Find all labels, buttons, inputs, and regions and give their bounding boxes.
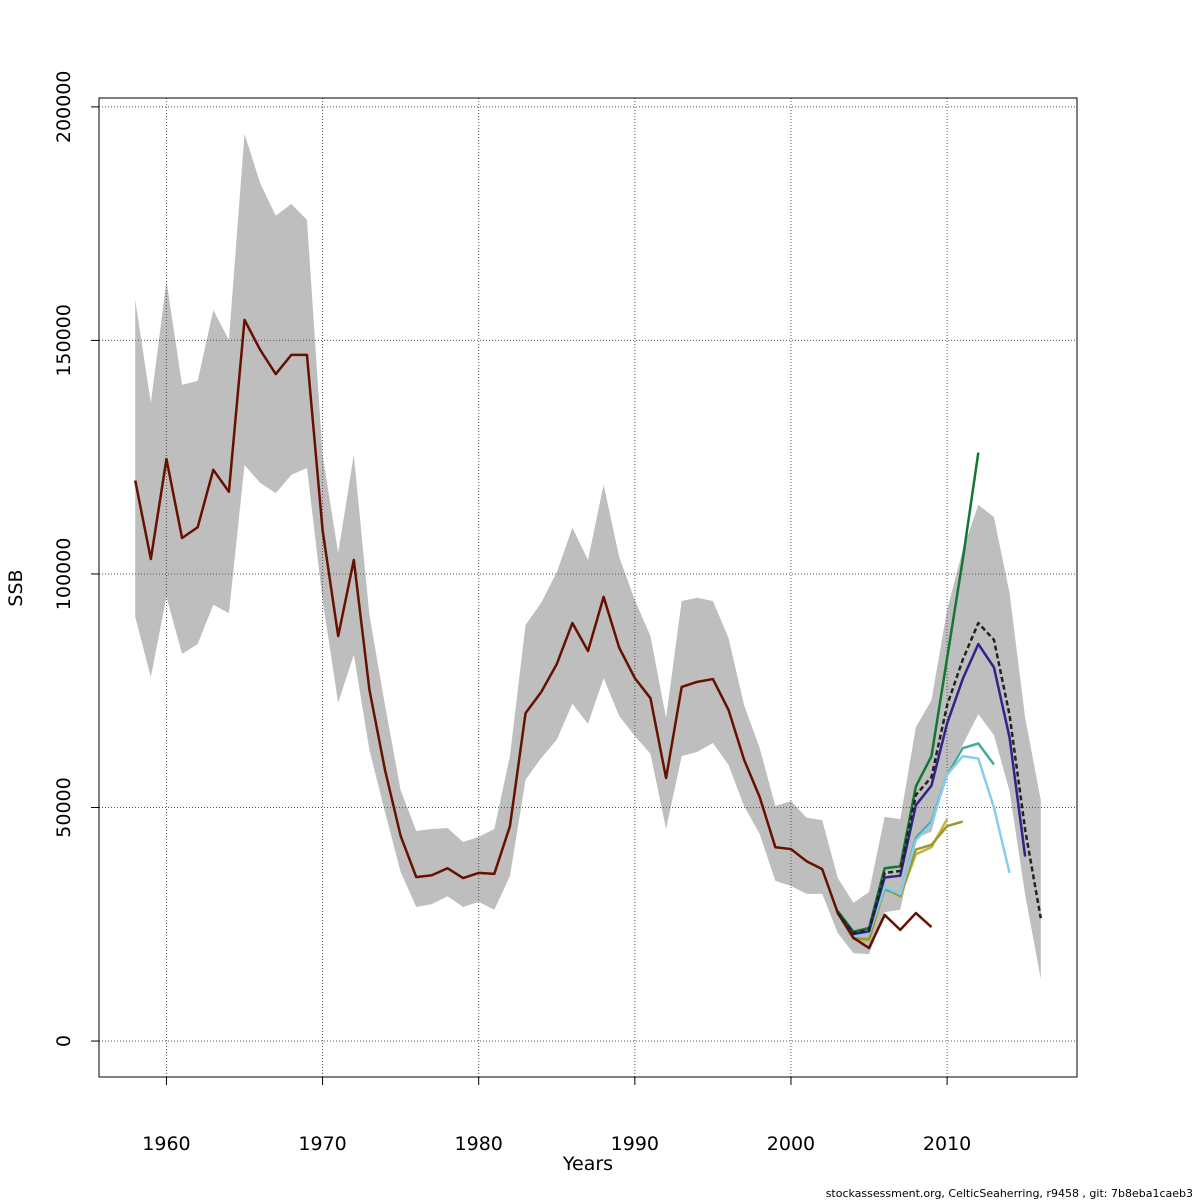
plot-frame [98, 97, 1078, 1078]
series-line [836, 621, 1043, 935]
x-tick-label: 1990 [611, 1133, 659, 1155]
series-line [836, 820, 964, 941]
footnote: stockassessment.org, CelticSeaherring, r… [826, 1187, 1193, 1200]
y-tick-label: 50000 [53, 777, 75, 837]
y-axis-label: SSB [5, 569, 27, 606]
x-tick-label: 2000 [767, 1133, 815, 1155]
y-tick-label: 100000 [53, 538, 75, 611]
x-tick-label: 1980 [455, 1133, 503, 1155]
y-tick-label: 0 [53, 1035, 75, 1047]
series-line [836, 452, 980, 933]
x-tick-label: 2010 [923, 1133, 971, 1155]
series-line [836, 642, 1027, 936]
x-tick-label: 1970 [298, 1133, 346, 1155]
series-line [133, 318, 933, 950]
x-tick-label: 1960 [142, 1133, 190, 1155]
y-tick-label: 150000 [53, 304, 75, 377]
y-tick-label: 200000 [53, 71, 75, 144]
series-line [836, 754, 1011, 938]
x-axis-label: Years [562, 1153, 613, 1175]
